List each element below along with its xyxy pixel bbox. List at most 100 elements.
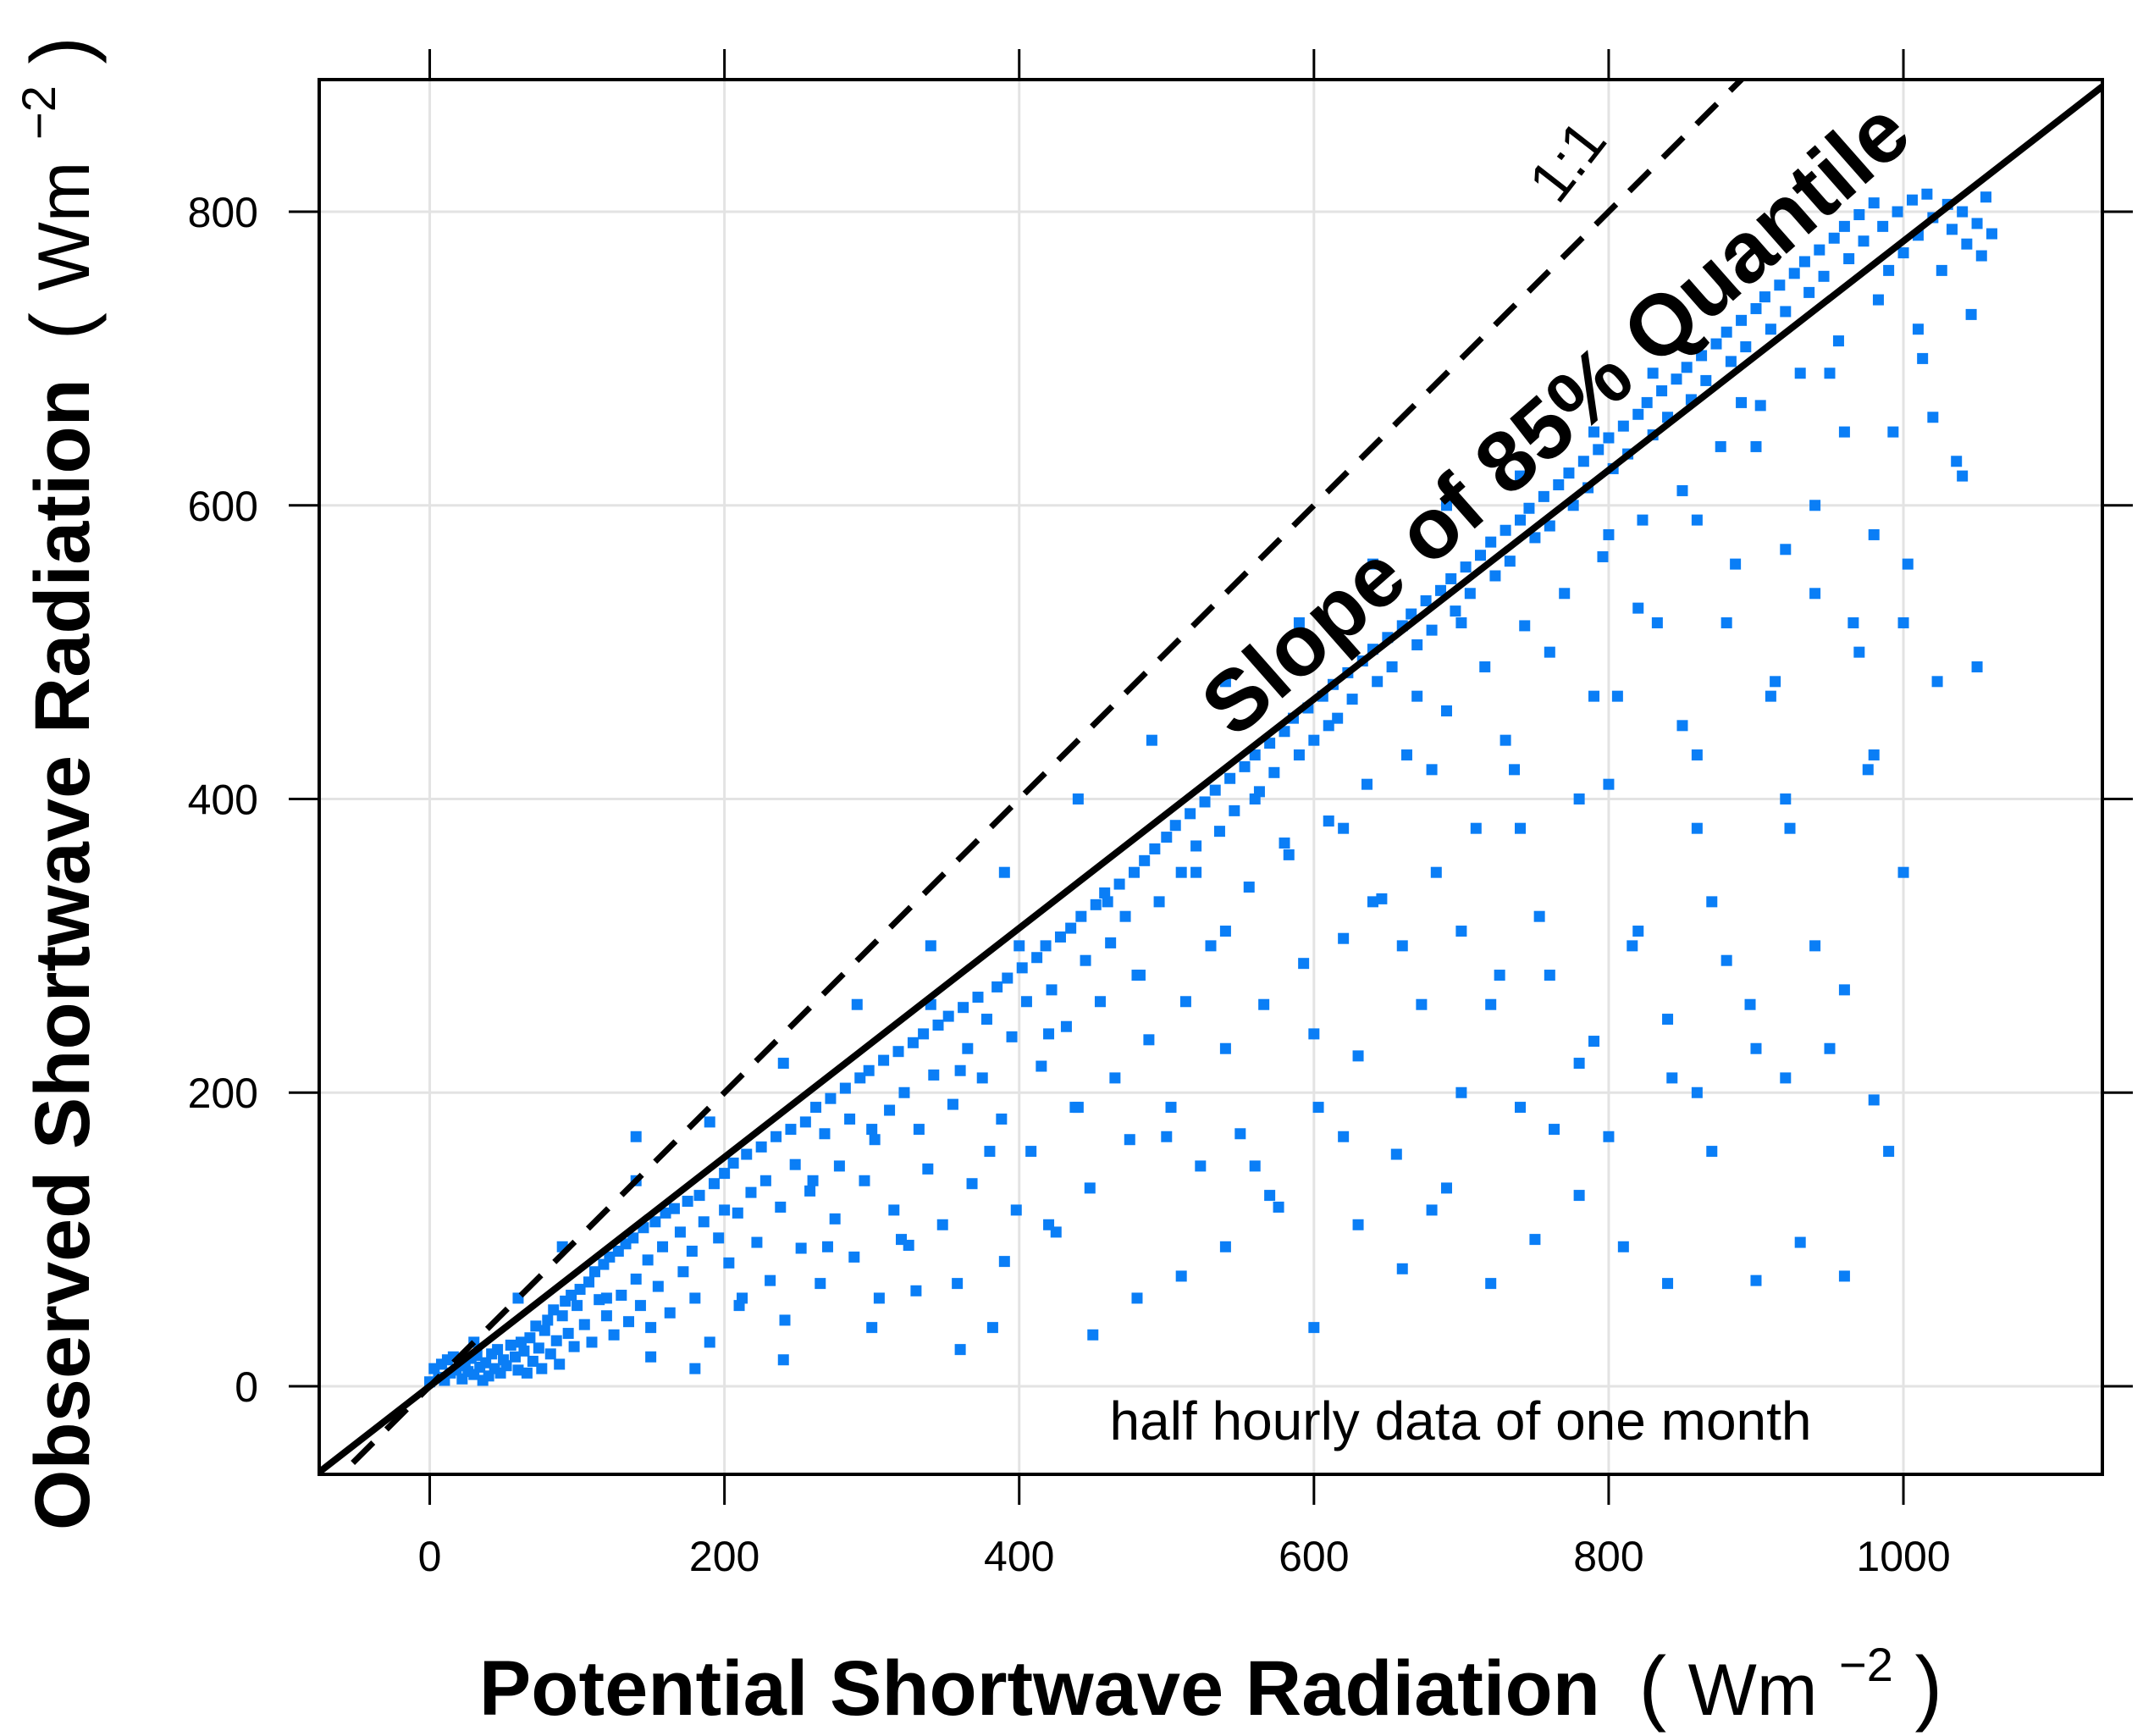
data-point — [1445, 572, 1457, 584]
data-point — [972, 992, 984, 1003]
data-point — [1420, 594, 1432, 606]
data-point — [1249, 793, 1261, 805]
data-point — [1710, 338, 1722, 350]
data-point — [844, 1113, 856, 1125]
data-point — [984, 1146, 996, 1158]
data-point — [1788, 268, 1800, 279]
data-point — [1975, 250, 1987, 262]
data-point — [1912, 323, 1924, 335]
data-point — [1430, 866, 1442, 878]
data-point — [1268, 766, 1280, 778]
data-point — [996, 1113, 1008, 1125]
data-point — [1470, 822, 1482, 834]
data-point — [759, 1175, 771, 1186]
data-point — [1396, 940, 1408, 952]
data-point — [1390, 1148, 1402, 1160]
data-point — [727, 1157, 739, 1169]
data-point — [1897, 616, 1909, 628]
data-point — [1229, 804, 1240, 816]
data-point — [1161, 1131, 1173, 1142]
data-point — [649, 1216, 661, 1228]
data-point — [825, 1092, 837, 1104]
data-point — [1720, 616, 1732, 628]
data-point — [698, 1216, 710, 1228]
data-point — [869, 1134, 881, 1146]
data-point — [892, 1046, 904, 1058]
data-point — [1706, 1146, 1718, 1158]
data-point — [998, 1256, 1010, 1268]
data-point — [550, 1335, 562, 1346]
data-point — [1828, 232, 1840, 244]
data-point — [1706, 896, 1718, 908]
data-point — [704, 1116, 715, 1128]
data-point — [1696, 350, 1708, 362]
data-point — [1500, 524, 1511, 536]
data-point — [991, 981, 1003, 992]
data-point — [1213, 826, 1225, 838]
data-point — [1279, 838, 1290, 849]
data-point — [1440, 705, 1452, 716]
data-point — [509, 1351, 521, 1363]
data-point — [1075, 910, 1087, 922]
data-point — [600, 1310, 612, 1322]
data-point — [1632, 602, 1644, 614]
data-point — [521, 1367, 533, 1379]
data-point — [1043, 1219, 1055, 1230]
data-point — [1809, 940, 1821, 952]
data-point — [1858, 235, 1870, 247]
data-point — [976, 1072, 988, 1084]
data-point — [1736, 396, 1748, 408]
x-tick-labels: 0 200 400 600 800 1000 — [418, 1533, 1951, 1580]
x-axis-label: Potential Shortwave Radiation — [479, 1645, 1600, 1732]
data-point — [1043, 1028, 1055, 1040]
data-point — [1464, 588, 1476, 600]
data-point — [1509, 764, 1521, 776]
data-point — [1494, 970, 1505, 981]
data-point — [1986, 228, 1997, 240]
data-point — [1367, 558, 1378, 570]
data-point — [1897, 866, 1909, 878]
data-point — [682, 1196, 693, 1208]
data-point — [873, 1292, 885, 1304]
data-point — [733, 1300, 745, 1312]
data-point — [524, 1332, 536, 1344]
data-point — [1681, 362, 1693, 373]
data-point — [1179, 996, 1191, 1008]
data-point — [1715, 440, 1726, 452]
data-point — [1279, 726, 1290, 738]
data-point — [1691, 514, 1703, 526]
data-point — [1283, 849, 1295, 860]
data-point — [1946, 224, 1958, 235]
data-point — [1549, 1124, 1560, 1136]
data-point — [1632, 926, 1644, 937]
data-point — [810, 1102, 822, 1114]
data-point — [1780, 1072, 1792, 1084]
data-point — [1450, 605, 1461, 617]
data-point — [932, 1019, 944, 1031]
data-point — [574, 1284, 586, 1296]
data-point — [1199, 796, 1211, 808]
data-point — [1750, 302, 1762, 314]
data-point — [604, 1251, 616, 1263]
data-point — [1700, 374, 1712, 386]
data-point — [859, 1175, 870, 1186]
data-point — [928, 1069, 940, 1081]
data-point — [804, 1185, 816, 1197]
data-point — [1838, 220, 1850, 232]
data-point — [1868, 749, 1880, 760]
data-point — [1239, 760, 1251, 772]
data-point — [1906, 194, 1918, 206]
data-point — [1175, 1270, 1187, 1282]
data-point — [1759, 291, 1770, 303]
data-point — [1809, 588, 1821, 600]
data-point — [1149, 843, 1161, 854]
data-point — [986, 1322, 998, 1334]
data-point — [1627, 940, 1638, 952]
data-point — [1020, 996, 1032, 1008]
data-point — [1298, 958, 1310, 970]
data-point — [1853, 646, 1865, 658]
data-point — [556, 1310, 568, 1322]
data-point — [789, 1158, 801, 1170]
data-point — [713, 1232, 725, 1244]
data-point — [1416, 998, 1428, 1010]
